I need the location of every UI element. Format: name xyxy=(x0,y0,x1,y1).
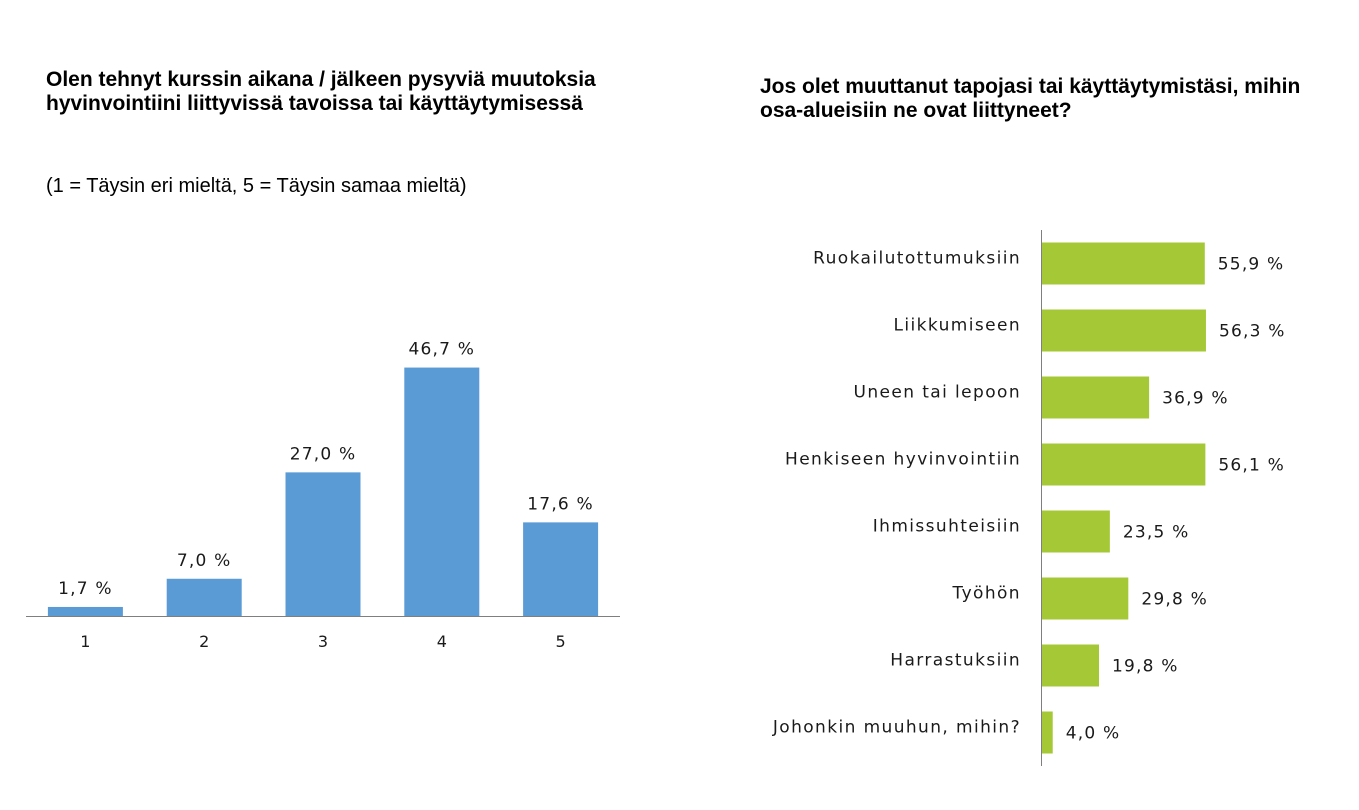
right-data-label-liikkumiseen: 56,3 % xyxy=(1219,322,1286,342)
left-data-label-3: 27,0 % xyxy=(290,444,357,464)
right-category-label-uneen-tai-lepoon: Uneen tai lepoon xyxy=(854,383,1021,403)
left-bar-2 xyxy=(166,578,242,616)
right-bar-ruokailutottumuksiin xyxy=(1041,242,1205,285)
right-bar-johonkin-muuhun-mihin xyxy=(1041,711,1053,754)
right-data-label-uneen-tai-lepoon: 36,9 % xyxy=(1162,389,1229,409)
right-data-label-ruokailutottumuksiin: 55,9 % xyxy=(1218,255,1285,275)
left-bar-4 xyxy=(404,367,480,616)
left-x-tick-2: 2 xyxy=(199,632,209,651)
right-bar-liikkumiseen xyxy=(1041,309,1206,352)
right-chart-title: Jos olet muuttanut tapojasi tai käyttäyt… xyxy=(760,75,1301,122)
left-data-label-1: 1,7 % xyxy=(58,579,113,599)
right-bar-työhön xyxy=(1041,577,1129,620)
right-category-label-työhön: Työhön xyxy=(951,584,1021,604)
right-data-label-henkiseen-hyvinvointiin: 56,1 % xyxy=(1218,456,1285,476)
left-bar-1 xyxy=(47,606,123,616)
right-data-label-harrastuksiin: 19,8 % xyxy=(1112,657,1179,677)
left-data-label-2: 7,0 % xyxy=(177,551,232,571)
left-x-tick-4: 4 xyxy=(437,632,447,651)
right-category-label-henkiseen-hyvinvointiin: Henkiseen hyvinvointiin xyxy=(785,450,1021,470)
left-bar-5 xyxy=(523,522,599,616)
right-category-label-ihmissuhteisiin: Ihmissuhteisiin xyxy=(873,517,1021,537)
left-x-tick-3: 3 xyxy=(318,632,328,651)
left-bar-3 xyxy=(285,472,361,616)
right-data-label-ihmissuhteisiin: 23,5 % xyxy=(1123,523,1190,543)
right-data-label-johonkin-muuhun-mihin: 4,0 % xyxy=(1066,724,1121,744)
right-bar-harrastuksiin xyxy=(1041,644,1100,687)
right-bar-ihmissuhteisiin xyxy=(1041,510,1110,553)
left-x-tick-1: 1 xyxy=(80,632,90,651)
right-category-label-harrastuksiin: Harrastuksiin xyxy=(890,651,1021,671)
right-category-label-johonkin-muuhun-mihin: Johonkin muuhun, mihin? xyxy=(772,718,1021,738)
right-category-label-ruokailutottumuksiin: Ruokailutottumuksiin xyxy=(813,249,1021,269)
left-data-label-5: 17,6 % xyxy=(527,494,594,514)
right-bar-uneen-tai-lepoon xyxy=(1041,376,1150,419)
right-bar-henkiseen-hyvinvointiin xyxy=(1041,443,1206,486)
right-category-label-liikkumiseen: Liikkumiseen xyxy=(894,316,1022,336)
left-chart-subtitle: (1 = Täysin eri mieltä, 5 = Täysin samaa… xyxy=(46,175,467,197)
left-data-label-4: 46,7 % xyxy=(408,340,475,360)
left-chart-title: Olen tehnyt kurssin aikana / jälkeen pys… xyxy=(46,68,596,115)
right-data-label-työhön: 29,8 % xyxy=(1141,590,1208,610)
left-x-tick-5: 5 xyxy=(556,632,566,651)
